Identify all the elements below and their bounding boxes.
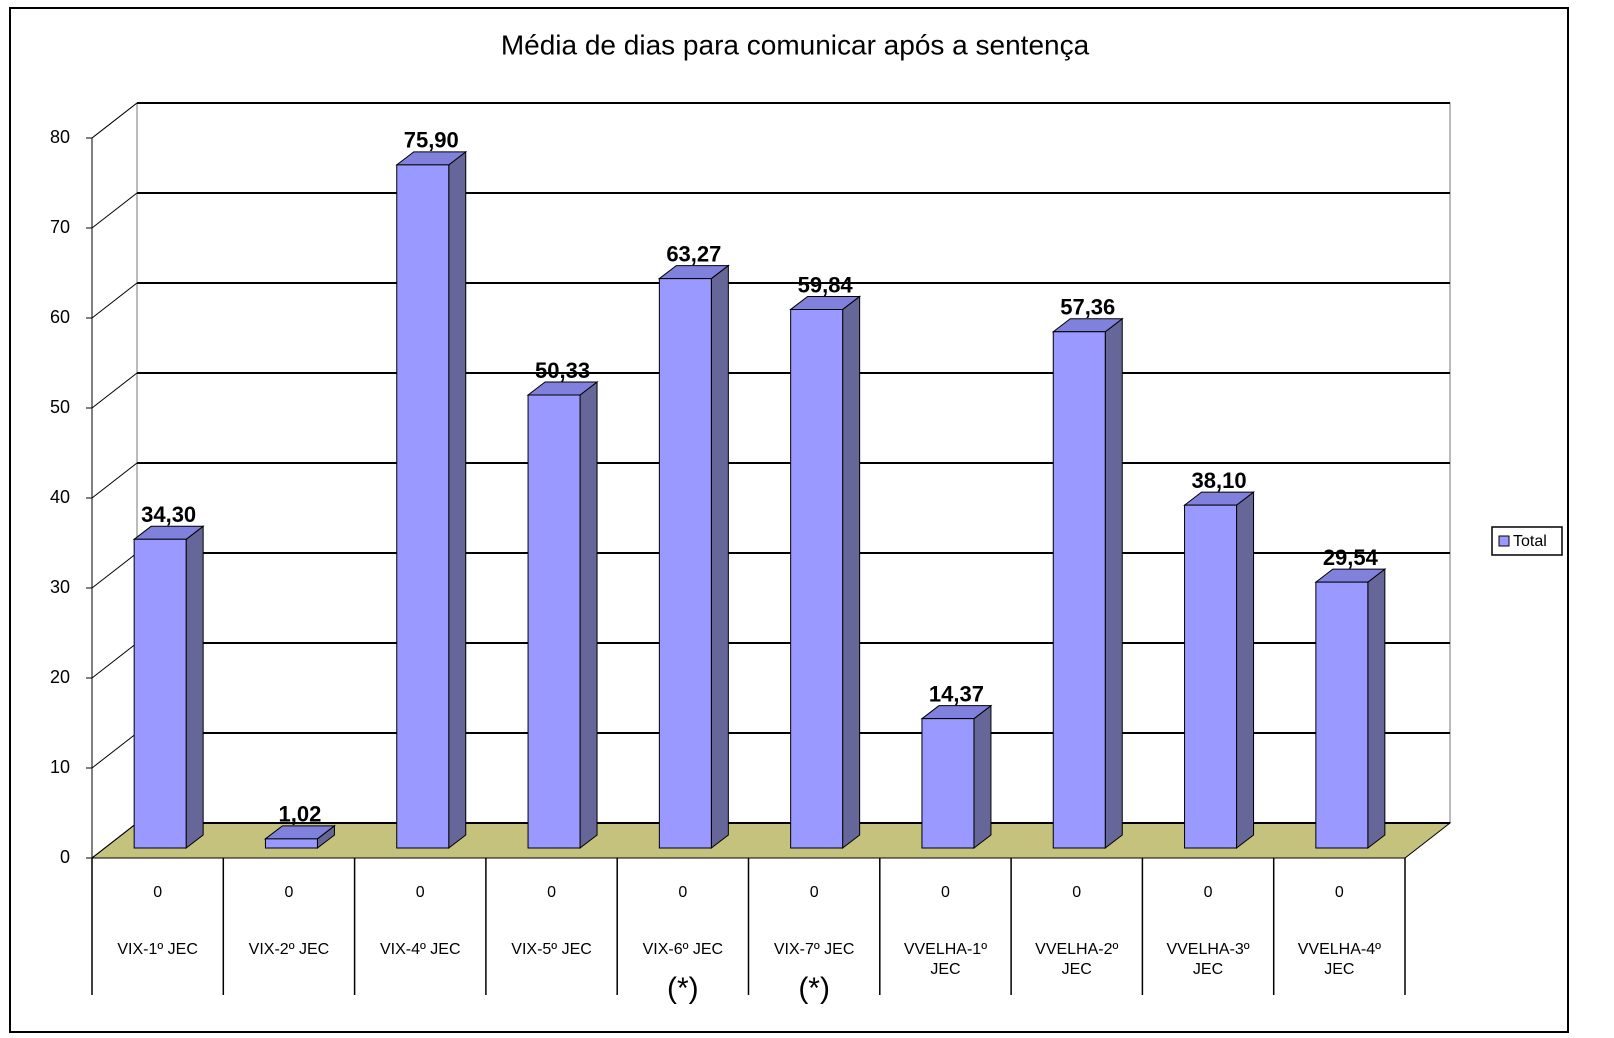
bar: [1183, 491, 1256, 850]
bar: [132, 525, 205, 850]
bar-side: [1367, 568, 1386, 850]
x-group-label: 0: [1204, 884, 1213, 901]
x-tick-label: VIX-6º JEC: [643, 941, 724, 958]
bar-front: [396, 164, 450, 849]
bar-side: [842, 295, 861, 850]
x-group-label: 0: [416, 884, 425, 901]
grid-line-side: [91, 732, 138, 769]
y-tick-label: 40: [50, 487, 70, 507]
data-label: 1,02: [279, 802, 322, 827]
x-group-label: 0: [1072, 884, 1081, 901]
bar-front: [790, 308, 844, 849]
data-label: 34,30: [141, 502, 196, 527]
data-label: 75,90: [404, 128, 459, 153]
grid-line-side: [91, 102, 138, 139]
x-group-label: 0: [284, 884, 293, 901]
x-tick-label: VVELHA-1º JEC: [904, 941, 987, 978]
x-group-label: 0: [678, 884, 687, 901]
y-tick-label: 60: [50, 307, 70, 327]
grid-line-side: [91, 372, 138, 409]
grid-line-side: [91, 552, 138, 589]
y-tick-label: 70: [50, 217, 70, 237]
y-tick-label: 80: [50, 127, 70, 147]
bar: [920, 704, 993, 850]
bar-front: [527, 394, 581, 849]
x-tick-label: VVELHA-4º JEC: [1298, 941, 1381, 978]
bar: [789, 295, 862, 850]
data-label: 63,27: [666, 241, 721, 266]
bar-side: [710, 264, 729, 850]
bar: [263, 824, 336, 850]
bar-side: [448, 150, 467, 850]
x-group-label: 0: [153, 884, 162, 901]
y-tick-label: 50: [50, 397, 70, 417]
bar-front: [921, 718, 975, 849]
data-label: 14,37: [929, 681, 984, 706]
x-tick-label: VIX-5º JEC: [511, 941, 592, 958]
data-label: 59,84: [798, 272, 854, 297]
bar-side: [185, 525, 204, 850]
category-note: (*): [798, 972, 830, 1005]
x-group-label: 0: [1335, 884, 1344, 901]
bar-side: [973, 704, 992, 850]
data-label: 50,33: [535, 358, 590, 383]
bar-front: [1052, 331, 1106, 849]
y-tick-label: 10: [50, 757, 70, 777]
x-tick-label: VIX-1º JEC: [117, 941, 198, 958]
bar-side: [1236, 491, 1255, 850]
bar: [1051, 317, 1124, 850]
bar-front: [658, 278, 712, 849]
grid-line-side: [91, 642, 138, 679]
data-label: 57,36: [1060, 295, 1115, 320]
chart-title: Média de dias para comunicar após a sent…: [501, 29, 1090, 60]
x-group-label: 0: [810, 884, 819, 901]
x-group-label: 0: [941, 884, 950, 901]
grid-line-side: [91, 822, 138, 859]
legend-swatch: [1498, 535, 1510, 547]
y-tick-label: 30: [50, 577, 70, 597]
x-group-label: 0: [547, 884, 556, 901]
bar-side: [579, 381, 598, 850]
x-tick-label: VIX-4º JEC: [380, 941, 461, 958]
x-tick-label: VIX-2º JEC: [249, 941, 330, 958]
bar-side: [1104, 317, 1123, 850]
bar: [526, 381, 599, 850]
legend-label: Total: [1513, 533, 1547, 550]
bar-front: [1184, 504, 1238, 849]
grid-line-side: [91, 462, 138, 499]
bar-front: [133, 538, 187, 849]
data-label: 38,10: [1192, 468, 1247, 493]
y-tick-label: 0: [60, 847, 70, 867]
grid-line-side: [91, 282, 138, 319]
x-tick-label: VVELHA-3º JEC: [1166, 941, 1249, 978]
data-label: 29,54: [1323, 545, 1379, 570]
bar: [657, 264, 730, 850]
bar: [1314, 568, 1387, 850]
x-tick-label: VIX-7º JEC: [774, 941, 855, 958]
bar-front: [264, 838, 318, 849]
y-tick-label: 20: [50, 667, 70, 687]
bar-front: [1315, 581, 1369, 849]
grid-line-side: [91, 192, 138, 229]
bar: [395, 150, 468, 850]
x-tick-label: VVELHA-2º JEC: [1035, 941, 1118, 978]
category-note: (*): [667, 972, 699, 1005]
